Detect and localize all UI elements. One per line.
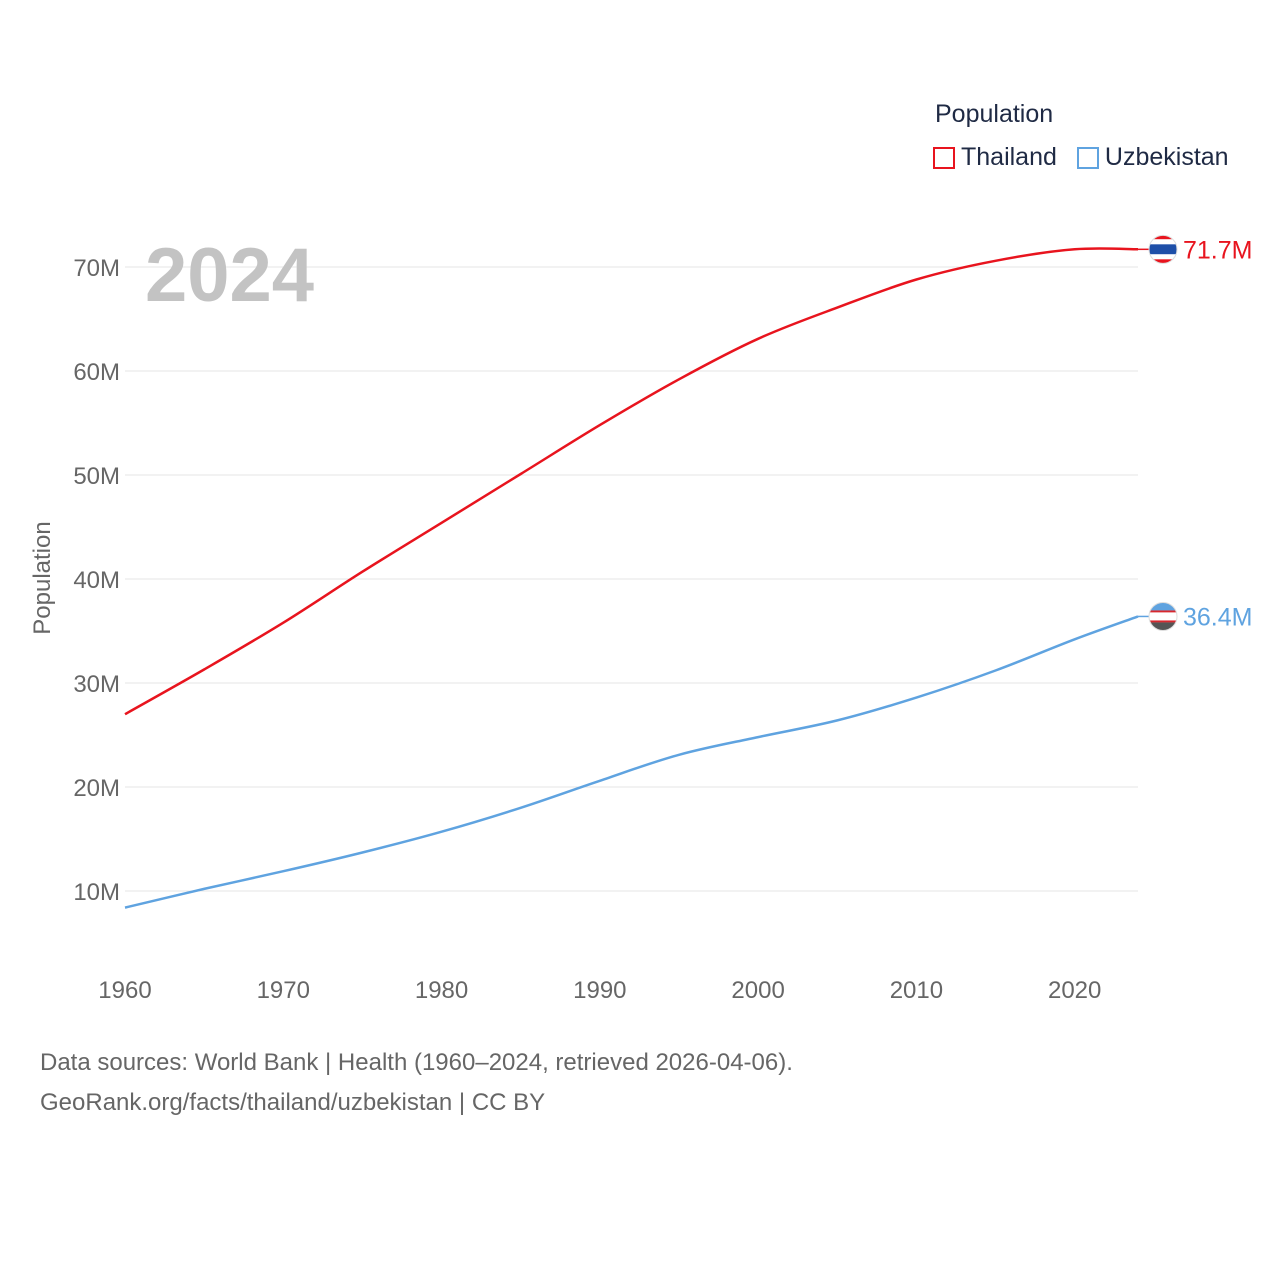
end-value-label-thailand: 71.7M: [1183, 236, 1252, 264]
y-tick-label: 10M: [73, 879, 120, 906]
series-layer: 71.7M 36.4M: [124, 234, 1252, 909]
x-tick-label: 1980: [415, 977, 468, 1004]
y-tick-label: 20M: [73, 775, 120, 802]
legend-label-thailand: Thailand: [961, 143, 1057, 171]
x-tick-label: 1970: [257, 977, 310, 1004]
y-tick-label: 70M: [73, 255, 120, 282]
series-line-thailand: [124, 247, 1139, 716]
y-tick-label: 50M: [73, 463, 120, 490]
y-axis-label: Population: [29, 521, 56, 634]
legend-title: Population: [935, 100, 1054, 128]
footer: Data sources: World Bank | Health (1960–…: [40, 1043, 793, 1123]
x-tick-label: 1960: [98, 977, 151, 1004]
y-tick-label: 60M: [73, 359, 120, 386]
y-tick-label: 40M: [73, 567, 120, 594]
flag-icon-thailand: [1148, 234, 1178, 264]
y-axis-tick-labels: 10M 20M 30M 40M 50M 60M 70M: [73, 255, 120, 906]
data-sources-text: Data sources: World Bank | Health (1960–…: [40, 1049, 793, 1076]
series-line-uzbekistan: [124, 615, 1139, 909]
x-tick-label: 2010: [890, 977, 943, 1004]
gridlines: [125, 266, 1138, 892]
x-tick-label: 2020: [1048, 977, 1101, 1004]
end-value-label-uzbekistan: 36.4M: [1183, 603, 1252, 631]
legend-label-uzbekistan: Uzbekistan: [1104, 143, 1229, 171]
legend: Thailand Uzbekistan: [933, 143, 1249, 172]
attribution-text: GeoRank.org/facts/thailand/uzbekistan | …: [40, 1089, 546, 1116]
flag-icon-uzbekistan: [1148, 601, 1178, 631]
year-label: 2024: [145, 233, 314, 318]
legend-swatch-uzbekistan: [1076, 146, 1099, 169]
x-tick-label: 1990: [573, 977, 626, 1004]
x-axis-tick-labels: 1960 1970 1980 1990 2000 2010 2020: [98, 977, 1101, 1004]
legend-item-thailand[interactable]: Thailand: [933, 143, 1057, 172]
legend-item-uzbekistan[interactable]: Uzbekistan: [1076, 143, 1229, 172]
y-tick-label: 30M: [73, 671, 120, 698]
x-tick-label: 2000: [731, 977, 784, 1004]
legend-swatch-thailand: [933, 146, 955, 169]
